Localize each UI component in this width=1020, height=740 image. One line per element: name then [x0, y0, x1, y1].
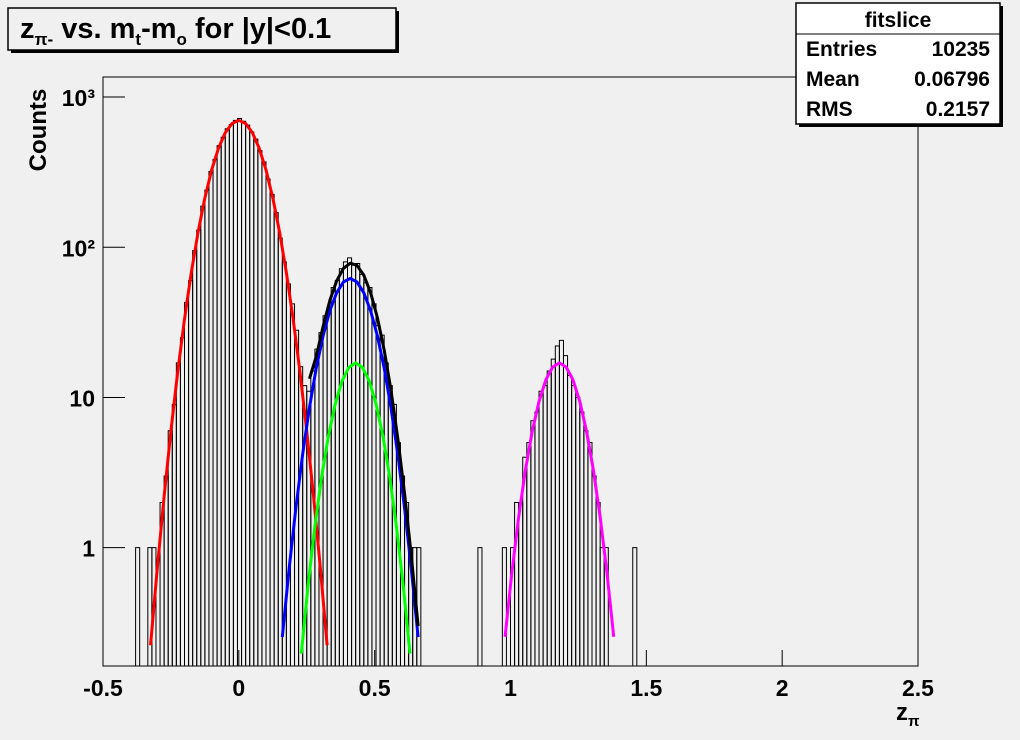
histogram-bin [135, 547, 141, 666]
x-tick-label: 0 [232, 675, 245, 701]
plot-area [103, 117, 918, 666]
axes: -0.5 0 0.5 1 1.5 2 2.5 1 10 10² 10³ [62, 85, 934, 701]
y-tick-label: 1 [82, 536, 95, 562]
y-axis-label: Counts [25, 89, 52, 172]
title-box [7, 7, 397, 51]
title-sub: o [177, 30, 187, 49]
stats-value: 0.2157 [926, 98, 990, 121]
y-tick-label: 10 [69, 385, 95, 411]
fit-curve [149, 118, 329, 646]
title-sub: π- [35, 30, 54, 49]
fit-curve [308, 261, 420, 627]
stats-value: 10235 [932, 38, 991, 61]
stats-label: Entries [806, 38, 877, 61]
histogram-bin [477, 547, 483, 666]
fit-curve [299, 361, 412, 654]
stats-label: Mean [806, 68, 860, 91]
stats-label: RMS [806, 98, 853, 121]
x-tick-label: -0.5 [83, 675, 123, 701]
x-label-sub: π [908, 713, 920, 730]
histogram-bin [151, 547, 157, 666]
x-tick-label: 0.5 [359, 675, 391, 701]
y-tick-label: 10³ [62, 85, 96, 111]
fit-curve [280, 276, 420, 638]
title-part: -m [141, 13, 176, 45]
x-tick-label: 1 [504, 675, 517, 701]
histogram-bin [501, 547, 507, 666]
x-tick-label: 2 [776, 675, 789, 701]
x-tick-label: 2.5 [902, 675, 934, 701]
stats-value: 0.06796 [914, 68, 990, 91]
stats-box [795, 2, 1001, 125]
y-tick-label: 10² [62, 235, 96, 261]
title-part: z [20, 13, 35, 45]
x-label-part: z [896, 699, 908, 726]
x-tick-label: 1.5 [630, 675, 662, 701]
histogram-bin [603, 547, 609, 666]
histogram-bin [632, 547, 638, 666]
fit-curve [503, 361, 616, 637]
title-sub: t [135, 30, 141, 49]
stats-title: fitslice [865, 9, 932, 32]
stats-rows: Entries 10235 Mean 0.06796 RMS 0.2157 [806, 38, 990, 121]
x-axis-label: zπ [896, 699, 920, 730]
title-part: vs. m [53, 13, 135, 45]
chart-title: zπ- vs. mt-mo for |y|<0.1 [20, 13, 331, 49]
title-part: for |y|<0.1 [187, 13, 331, 45]
